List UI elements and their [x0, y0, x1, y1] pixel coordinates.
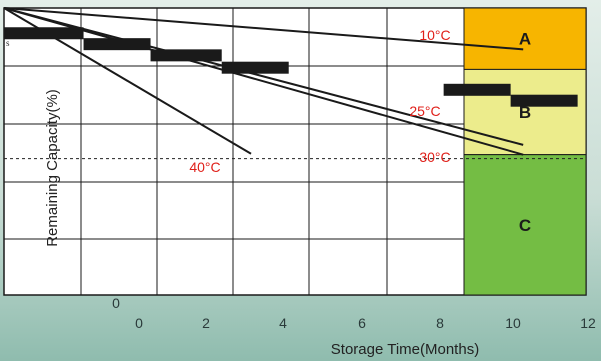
series-line [3, 7, 524, 156]
bar-segment [83, 38, 151, 51]
x-tick-label: 0 [135, 315, 143, 331]
zone-label: C [519, 216, 531, 235]
y-tick-label: 0 [112, 295, 120, 311]
bar-segments [4, 27, 578, 107]
x-tick-label: 12 [580, 315, 596, 331]
x-tick-label: 8 [436, 315, 444, 331]
x-tick-labels: 0 2 4 6 8 10 12 [135, 315, 596, 331]
x-tick-label: 2 [202, 315, 210, 331]
bar-segment [510, 94, 578, 107]
zone-c [463, 154, 587, 296]
x-tick-label: 4 [279, 315, 287, 331]
zone-label: B [519, 103, 531, 122]
series-label: 40°C [189, 159, 220, 175]
bar-segment [150, 49, 222, 62]
series-label: 30°C [419, 149, 450, 165]
series-line [3, 7, 524, 146]
bar-segment [4, 27, 84, 40]
zone-b [463, 68, 587, 156]
zone-a [463, 7, 587, 70]
bar-segment [443, 83, 511, 96]
zone-label: A [519, 30, 531, 49]
bar-segment [221, 61, 289, 74]
x-tick-label: 10 [505, 315, 521, 331]
series-label: 10°C [419, 27, 450, 43]
corner-mark: s [6, 38, 10, 48]
y-tick-labels: 0 [112, 295, 120, 311]
series-line [3, 7, 524, 51]
series-label: 25°C [409, 103, 440, 119]
series-labels: 10°C 25°C 30°C 40°C [189, 27, 450, 175]
zone-panel: A B C [463, 7, 587, 296]
series-lines [3, 7, 524, 156]
x-axis-title: Storage Time(Months) [331, 341, 479, 358]
y-axis-title: Remaining Capacity(%) [44, 89, 61, 247]
x-tick-label: 6 [358, 315, 366, 331]
